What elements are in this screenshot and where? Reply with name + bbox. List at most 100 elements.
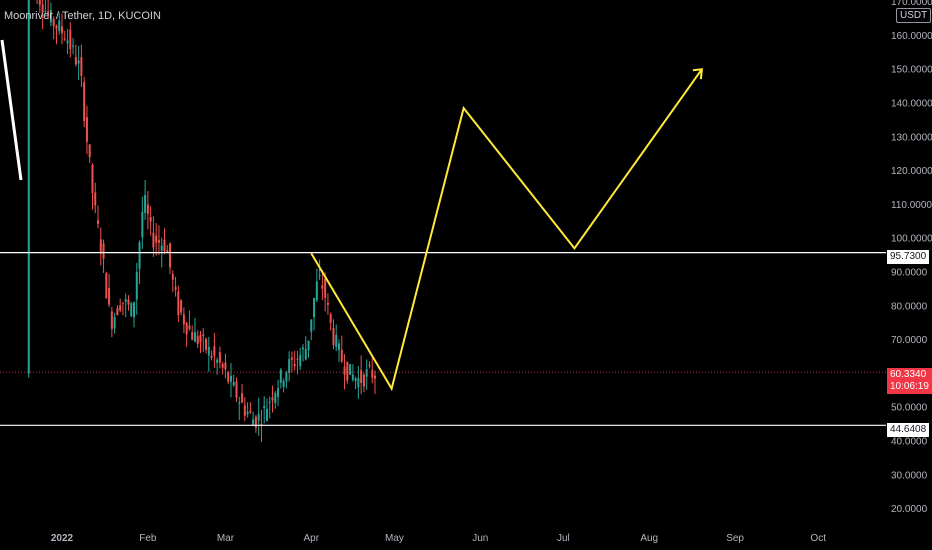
candle-body <box>199 334 202 343</box>
candle-body <box>324 278 327 298</box>
candle-body <box>326 302 329 305</box>
candle-body <box>254 416 257 428</box>
y-tick-label: 80.0000 <box>891 301 928 312</box>
candle-body <box>310 319 313 332</box>
y-tick-label: 100.0000 <box>891 234 932 245</box>
candle-body <box>110 311 113 329</box>
candle-body <box>155 235 158 243</box>
candle-body <box>138 242 141 269</box>
price-axis[interactable]: 170.0000 160.0000 150.0000 140.0000 130.0000… <box>891 0 932 515</box>
candle-body <box>141 212 144 238</box>
candle-body <box>360 370 363 384</box>
y-tick-label: 90.0000 <box>891 268 928 279</box>
candle-body <box>335 334 338 347</box>
candle-body <box>332 327 335 346</box>
candle-body <box>113 316 116 329</box>
candle-body <box>188 325 191 330</box>
candle-body <box>229 375 232 382</box>
candle-body <box>274 393 277 404</box>
candle-body <box>307 340 310 351</box>
candle-body <box>177 291 180 316</box>
y-tick-label: 30.0000 <box>891 470 928 481</box>
candle-body <box>146 204 149 214</box>
projection-path <box>310 68 703 392</box>
candle-body <box>130 303 133 317</box>
candle-body <box>58 20 61 31</box>
candle-body <box>349 364 352 375</box>
candle-body <box>121 302 124 304</box>
horizontal-lines <box>0 252 886 426</box>
candle-body <box>321 285 324 289</box>
candle-body <box>102 243 105 259</box>
candle-body <box>340 349 343 362</box>
x-tick-label: May <box>385 533 404 544</box>
candle-body <box>246 411 249 415</box>
last-price-tag: 60.3340 10:06:19 <box>887 368 932 394</box>
candle-body <box>83 82 86 122</box>
x-tick-label: Mar <box>217 533 235 544</box>
x-tick-label: Jun <box>472 533 488 544</box>
countdown-timer: 10:06:19 <box>890 381 929 392</box>
y-tick-label: 150.0000 <box>891 65 932 76</box>
candle-body <box>47 11 50 15</box>
candle-body <box>182 314 185 325</box>
candle-body <box>85 117 88 142</box>
candle-body <box>38 0 41 5</box>
candle-body <box>318 275 321 277</box>
candle-body <box>144 194 147 213</box>
y-tick-label: 140.0000 <box>891 99 932 110</box>
candle-body <box>174 286 177 290</box>
candle-body <box>91 164 94 193</box>
candle-body <box>66 40 69 44</box>
candle-body <box>252 419 255 426</box>
y-tick-label: 50.0000 <box>891 403 928 414</box>
candle-body <box>260 424 263 426</box>
x-tick-label: Sep <box>726 533 744 544</box>
candle-body <box>257 413 260 421</box>
y-tick-label: 20.0000 <box>891 504 928 515</box>
last-price-value: 60.3340 <box>890 369 927 380</box>
candle-body <box>338 343 340 350</box>
candle-body <box>88 144 91 158</box>
candle-body <box>299 354 302 367</box>
candle-body <box>202 334 205 336</box>
time-axis[interactable]: 2022 Feb Mar Apr May Jun Jul Aug Sep Oct <box>51 533 826 544</box>
y-tick-label: 130.0000 <box>891 132 932 143</box>
x-tick-label: Jul <box>557 533 570 544</box>
candle-body <box>238 402 241 404</box>
candle-body <box>191 332 194 340</box>
candle-body <box>277 388 280 397</box>
candle-body <box>185 322 188 335</box>
candle-body <box>241 393 244 403</box>
y-tick-label: 120.0000 <box>891 166 932 177</box>
candle-body <box>232 382 235 386</box>
candle-body <box>27 0 30 374</box>
white-trend-line <box>0 39 23 181</box>
y-tick-label: 160.0000 <box>891 31 932 42</box>
candle-body <box>288 359 291 373</box>
candle-body <box>362 374 365 387</box>
candle-body <box>196 336 199 345</box>
candle-body <box>210 355 213 358</box>
candle-body <box>55 25 58 29</box>
projection-arrowhead <box>692 68 703 80</box>
candle-body <box>108 288 111 305</box>
candle-body <box>365 369 368 377</box>
candle-body <box>44 10 47 12</box>
candle-body <box>263 405 266 409</box>
x-tick-label: Aug <box>640 533 658 544</box>
candle-body <box>346 361 349 381</box>
x-tick-label: Apr <box>304 533 320 544</box>
x-tick-label: 2022 <box>51 533 74 544</box>
candle-body <box>343 366 346 375</box>
candle-body <box>218 352 221 363</box>
currency-badge[interactable]: USDT <box>896 8 932 23</box>
candle-body <box>285 372 288 382</box>
candle-body <box>371 369 374 378</box>
candle-body <box>351 374 354 380</box>
candle-body <box>166 250 169 253</box>
support-price-tag: 44.6408 <box>887 423 930 437</box>
candle-body <box>69 29 72 50</box>
candle-body <box>160 245 163 251</box>
